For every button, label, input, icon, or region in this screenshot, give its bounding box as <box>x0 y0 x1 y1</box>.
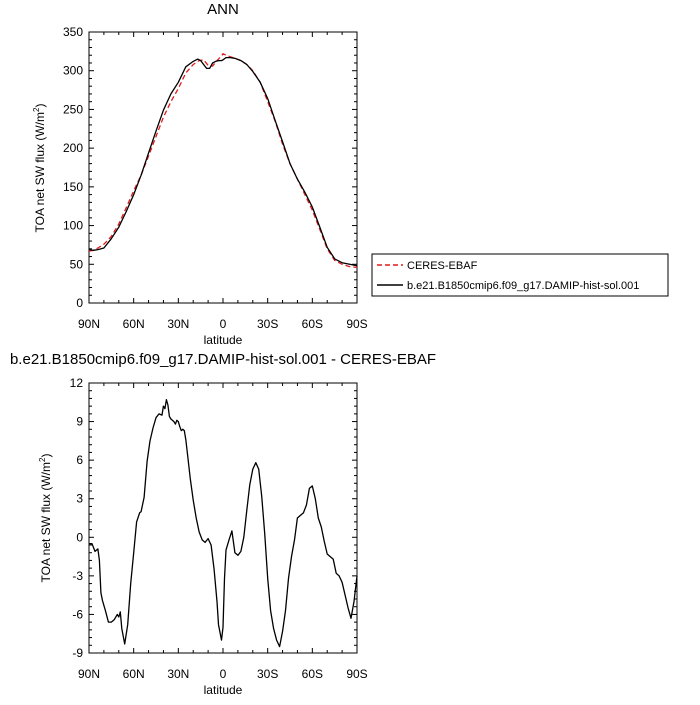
top-plot-frame <box>88 31 358 304</box>
top-chart-title: ANN <box>207 1 239 18</box>
top-series-line-ceres <box>88 53 358 269</box>
top-x-tick-label: 30N <box>167 317 189 331</box>
top-series-line-model <box>88 56 358 267</box>
bottom-y-tick-label: -6 <box>72 607 83 621</box>
top-y-tick-label: 0 <box>76 296 83 310</box>
top-y-tick-label: 250 <box>63 102 83 116</box>
bottom-x-tick-label: 60N <box>123 667 145 681</box>
bottom-x-axis-label: latitude <box>204 683 243 697</box>
top-y-tick-label: 200 <box>63 141 83 155</box>
bottom-y-tick-label: 9 <box>76 415 83 429</box>
legend-label-model: b.e21.B1850cmip6.f09_g17.DAMIP-hist-sol.… <box>407 280 639 292</box>
legend-box <box>371 253 669 297</box>
legend: CERES-EBAF b.e21.B1850cmip6.f09_g17.DAMI… <box>371 253 669 297</box>
legend-label-ceres: CERES-EBAF <box>407 260 478 272</box>
bottom-x-tick-label: 30S <box>257 667 278 681</box>
bottom-y-axis-label: TOA net SW flux (W/m2) <box>38 454 53 583</box>
bottom-x-tick-label: 60S <box>302 667 323 681</box>
top-x-tick-label: 0 <box>220 317 227 331</box>
top-y-axis-label: TOA net SW flux (W/m2) <box>32 104 47 233</box>
top-x-tick-label: 90N <box>78 317 100 331</box>
bottom-chart-title: b.e21.B1850cmip6.f09_g17.DAMIP-hist-sol.… <box>10 351 436 368</box>
bottom-panel: b.e21.B1850cmip6.f09_g17.DAMIP-hist-sol.… <box>10 351 436 697</box>
top-x-tick-label: 30S <box>257 317 278 331</box>
top-x-tick-label: 60N <box>123 317 145 331</box>
top-y-tick-label: 50 <box>70 257 84 271</box>
bottom-y-tick-label: 6 <box>76 453 83 467</box>
top-y-tick-label: 100 <box>63 219 83 233</box>
bottom-x-tick-label: 90S <box>346 667 367 681</box>
top-x-tick-label: 60S <box>302 317 323 331</box>
top-x-axis-label: latitude <box>204 333 243 347</box>
bottom-x-tick-label: 90N <box>78 667 100 681</box>
top-panel: ANN 90N 60N 30N 0 30S 60S 90S 0 50 100 150 200 250 30… <box>32 1 368 347</box>
top-y-tick-label: 350 <box>63 25 83 39</box>
bottom-series-line-difference <box>89 399 358 648</box>
bottom-y-tick-label: -9 <box>72 646 83 660</box>
bottom-y-tick-label: -3 <box>72 569 83 583</box>
top-y-tick-label: 150 <box>63 180 83 194</box>
top-y-tick-label: 300 <box>63 64 83 78</box>
bottom-y-tick-label: 0 <box>76 530 83 544</box>
bottom-y-tick-label: 12 <box>70 376 84 390</box>
bottom-y-tick-label: 3 <box>76 492 83 506</box>
bottom-x-tick-label: 0 <box>220 667 227 681</box>
top-x-tick-label: 90S <box>346 317 367 331</box>
bottom-x-tick-label: 30N <box>167 667 189 681</box>
